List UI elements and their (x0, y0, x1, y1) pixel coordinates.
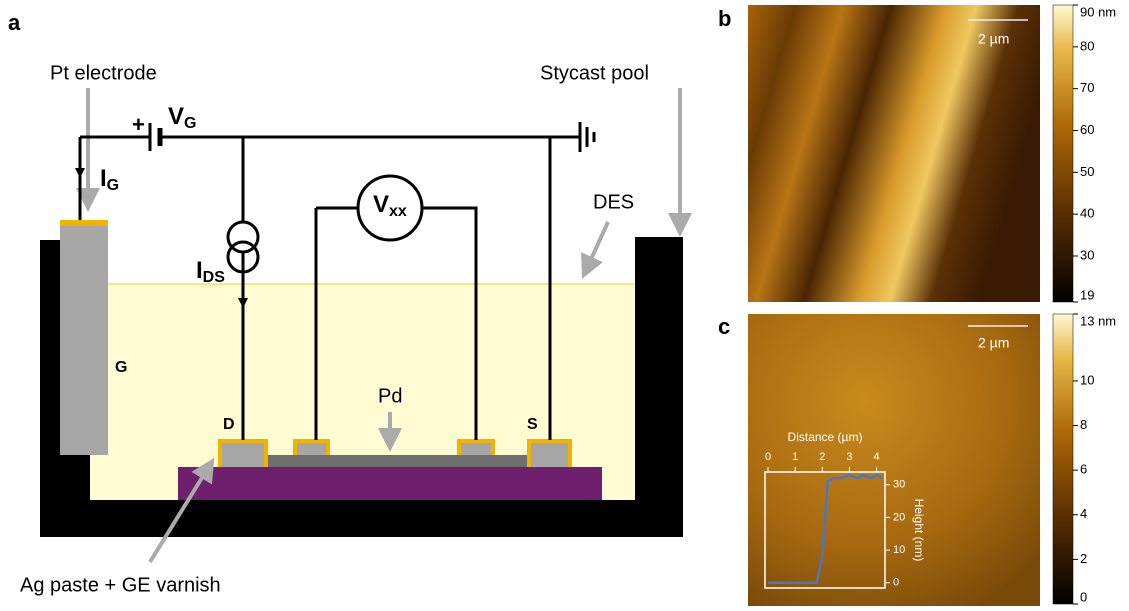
colorbar (1052, 4, 1074, 303)
panel-c: c 2 µm Distance (µm) Height (nm) (718, 314, 1040, 606)
colorbar-tick-label: 6 (1080, 462, 1087, 477)
arrow (148, 457, 215, 564)
inset-y-tick-label: 10 (893, 544, 905, 556)
colorbar-tick-label: 0 (1080, 589, 1087, 604)
electrode-cap (60, 220, 108, 226)
afm-image (748, 314, 1040, 606)
inset-y-tick-label: 20 (893, 511, 905, 523)
floor (40, 500, 683, 537)
colorbar-tick-label: 50 (1080, 164, 1094, 179)
height-profile (768, 473, 883, 584)
contacts (218, 439, 572, 467)
panel-label: a (8, 10, 21, 35)
colorbar-tick-label: 60 (1080, 122, 1094, 137)
channel (218, 455, 572, 467)
panel-a: a Pt electrode Stycast pool DES G D S Pd… (8, 10, 692, 596)
colorbar-tick-label: 8 (1080, 417, 1087, 432)
inset-x-tick-label: 4 (874, 451, 880, 463)
colorbar (1052, 313, 1074, 605)
label: G (115, 359, 127, 376)
inset-y-tick-label: 30 (893, 479, 905, 491)
gate-electrode (60, 225, 108, 455)
label: + (132, 112, 145, 137)
panel-b: b 2 µm (718, 5, 1040, 302)
scale-bar-label: 2 µm (978, 31, 1009, 47)
label: VG (168, 103, 196, 132)
colorbar-tick-label: 2 (1080, 551, 1087, 566)
label: IDS (196, 257, 225, 286)
colorbar-tick-label: 19 (1080, 287, 1094, 302)
inset-x-label: Distance (µm) (788, 430, 863, 444)
colorbar-tick-label: 90 nm (1080, 4, 1116, 19)
panel-label: b (718, 6, 731, 31)
colorbar-tick-label: 4 (1080, 506, 1087, 521)
label: Ag paste + GE varnish (20, 574, 221, 596)
inset-x-tick-label: 0 (765, 451, 771, 463)
panel-label: c (718, 314, 730, 339)
inset-y-tick-label: 0 (893, 577, 899, 589)
label: Pd (378, 385, 402, 407)
inset-frame (764, 471, 886, 589)
colorbar-tick-label: 10 (1080, 372, 1094, 387)
arrow (581, 221, 610, 279)
scale-bar-label: 2 µm (978, 335, 1009, 351)
inset-x-tick-label: 1 (792, 451, 798, 463)
inset-x-tick-label: 2 (819, 451, 825, 463)
circuit (75, 122, 596, 440)
afm-image (748, 5, 1040, 302)
colorbar-tick-label: 80 (1080, 38, 1094, 53)
label: Stycast pool (540, 62, 649, 84)
substrate (178, 467, 602, 500)
label: Pt electrode (50, 62, 157, 84)
label: DES (593, 191, 634, 213)
label: Vxx (373, 191, 407, 220)
label: IG (100, 165, 119, 194)
colorbar-tick-label: 70 (1080, 80, 1094, 95)
inset-y-label: Height (nm) (912, 499, 926, 562)
inset-x-tick-label: 3 (846, 451, 852, 463)
label: D (223, 416, 235, 433)
colorbar-tick-label: 13 nm (1080, 313, 1116, 328)
colorbar-tick-label: 30 (1080, 247, 1094, 262)
colorbar-tick-label: 40 (1080, 206, 1094, 221)
wall (635, 237, 683, 537)
label: S (527, 416, 538, 433)
